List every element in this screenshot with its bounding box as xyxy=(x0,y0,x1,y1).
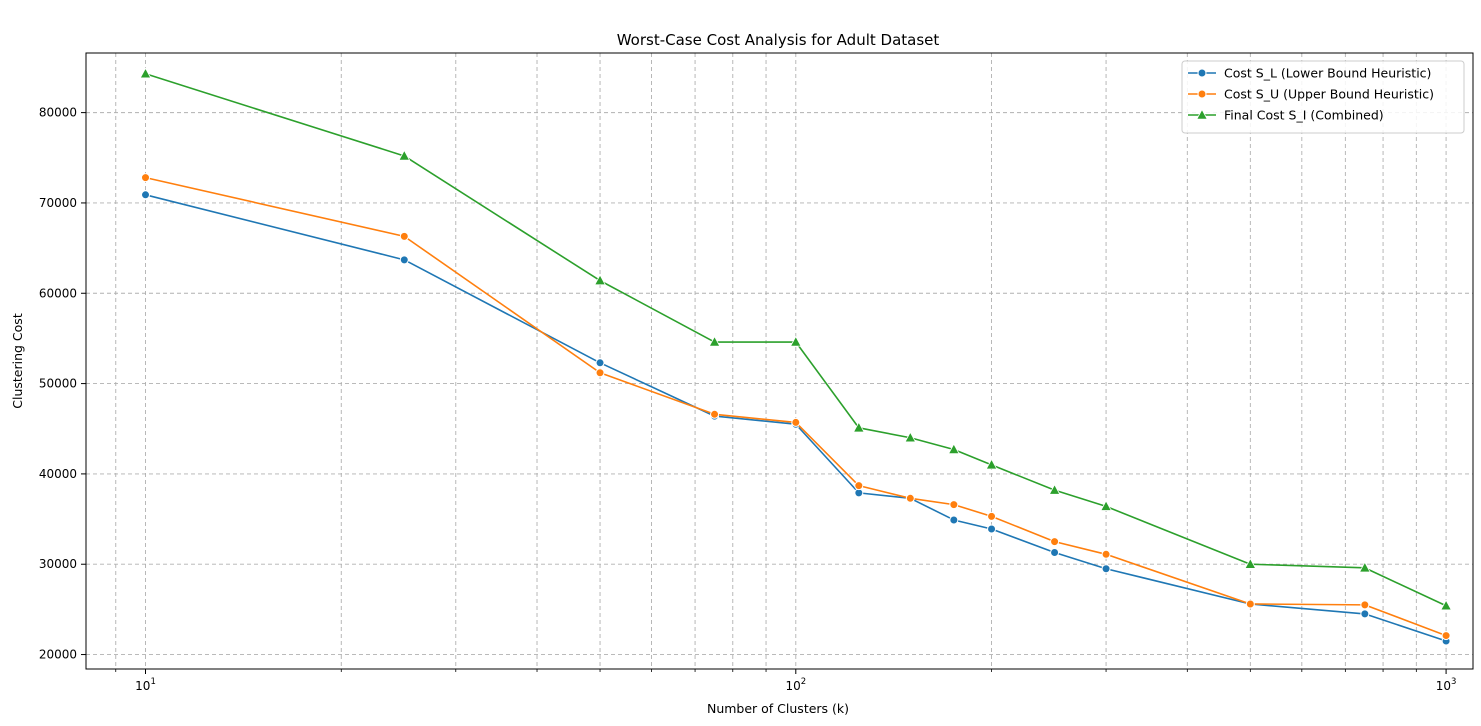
data-point xyxy=(947,443,960,455)
data-point xyxy=(854,481,864,491)
data-point xyxy=(789,335,802,347)
y-axis-label: Clustering Cost xyxy=(10,313,25,409)
chart-title: Worst-Case Cost Analysis for Adult Datas… xyxy=(617,31,940,49)
series-2 xyxy=(141,173,1451,641)
y-tick-label: 50000 xyxy=(39,377,77,391)
y-tick-label: 40000 xyxy=(39,467,77,481)
data-point xyxy=(710,409,720,419)
data-point xyxy=(905,493,915,503)
grid xyxy=(86,53,1473,669)
data-point xyxy=(1441,631,1451,641)
data-point xyxy=(852,421,865,433)
legend-item: Cost S_U (Upper Bound Heuristic) xyxy=(1188,87,1434,102)
data-point xyxy=(141,173,151,183)
data-point xyxy=(1358,561,1371,573)
data-point xyxy=(987,511,997,521)
plot-frame xyxy=(85,52,1474,670)
plot-series xyxy=(139,67,1452,646)
y-tick-label: 60000 xyxy=(39,286,77,300)
series-line xyxy=(145,176,1447,637)
legend-marker xyxy=(1197,89,1207,99)
data-point xyxy=(1050,537,1060,547)
series-line xyxy=(145,73,1447,607)
data-point xyxy=(139,67,152,79)
legend-marker xyxy=(1197,68,1207,78)
data-point xyxy=(1050,547,1060,557)
legend-item: Cost S_L (Lower Bound Heuristic) xyxy=(1188,66,1431,81)
data-point xyxy=(949,515,959,525)
data-point xyxy=(1360,609,1370,619)
y-tick-label: 30000 xyxy=(39,557,77,571)
x-axis-label: Number of Clusters (k) xyxy=(707,701,849,716)
x-tick-label: 103 xyxy=(1436,677,1457,693)
x-tick-label: 101 xyxy=(135,677,156,693)
data-point xyxy=(949,500,959,510)
data-point xyxy=(791,417,801,427)
data-point xyxy=(987,524,997,534)
y-tick-label: 80000 xyxy=(39,106,77,120)
data-point xyxy=(1048,483,1061,495)
data-point xyxy=(1101,549,1111,559)
y-tick-label: 70000 xyxy=(39,196,77,210)
data-point xyxy=(985,458,998,470)
series-3 xyxy=(139,67,1452,611)
legend-label: Cost S_L (Lower Bound Heuristic) xyxy=(1224,66,1431,81)
axis-ticks: 101 102 103 20000 30000 40000 50000 60000 70000 8… xyxy=(39,106,1457,693)
y-tick-label: 20000 xyxy=(39,648,77,662)
data-point xyxy=(141,190,151,200)
data-point xyxy=(1245,599,1255,609)
data-point xyxy=(595,358,605,368)
legend-label: Final Cost S_I (Combined) xyxy=(1224,108,1384,123)
data-point xyxy=(1244,557,1257,569)
legend-item: Final Cost S_I (Combined) xyxy=(1188,108,1384,123)
data-point xyxy=(595,368,605,378)
legend-label: Cost S_U (Upper Bound Heuristic) xyxy=(1224,87,1434,102)
legend-marker xyxy=(1196,108,1208,120)
x-tick-label: 102 xyxy=(785,677,806,693)
data-point xyxy=(708,335,721,347)
data-point xyxy=(399,255,409,265)
data-point xyxy=(1100,500,1112,511)
data-point xyxy=(904,431,917,443)
data-point xyxy=(1101,564,1111,574)
series-line xyxy=(145,194,1447,642)
data-point xyxy=(594,274,606,286)
data-point xyxy=(398,149,411,161)
data-point xyxy=(1360,600,1370,610)
data-point xyxy=(1440,599,1452,611)
legend: Cost S_L (Lower Bound Heuristic) Cost S_U… xyxy=(1181,60,1465,134)
data-point xyxy=(399,231,409,241)
legend-box xyxy=(1181,60,1465,134)
